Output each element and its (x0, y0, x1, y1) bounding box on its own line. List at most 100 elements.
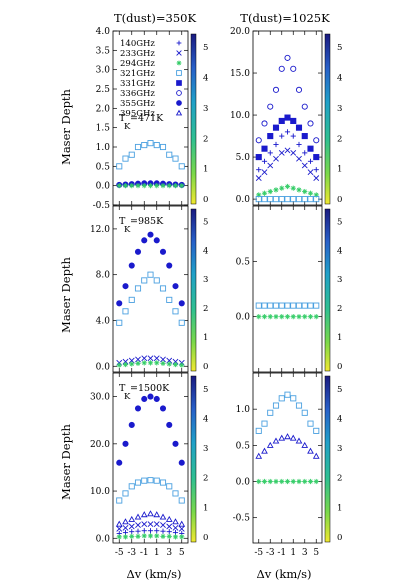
point-355GHz (159, 405, 167, 412)
colorbar (324, 208, 331, 372)
point-140GHz (307, 158, 314, 164)
colorbar-tick-label: 2 (337, 304, 342, 314)
point-294GHz (160, 533, 166, 539)
point-331GHz (284, 114, 291, 121)
point-321GHz (178, 319, 185, 326)
point-294GHz (122, 534, 129, 540)
point-140GHz (296, 141, 302, 148)
colorbar-tick-label: 3 (337, 275, 342, 285)
point-355GHz (153, 395, 160, 403)
point-355GHz (128, 262, 135, 269)
colorbar-tick-label: 5 (337, 217, 342, 227)
panel-frame (112, 372, 189, 544)
point-321GHz (147, 140, 154, 147)
legend-entry-label: 355GHz (120, 99, 155, 109)
point-321GHz (147, 477, 154, 484)
point-321GHz (159, 143, 167, 151)
point-395GHz (172, 518, 179, 525)
panel-frame (112, 205, 189, 373)
y-tick-label: 0.0 (236, 195, 251, 205)
point-336GHz (255, 137, 262, 144)
point-336GHz (301, 103, 308, 110)
y-tick-label: 1.5 (96, 124, 111, 134)
colorbar (324, 33, 331, 205)
point-294GHz (135, 183, 141, 189)
y-tick-label: -0.5 (233, 514, 251, 524)
tk-label: T (119, 113, 126, 124)
colorbar-tick-label: 2 (203, 304, 208, 314)
point-331GHz (307, 145, 314, 152)
point-355GHz (141, 237, 148, 244)
y-tick-label: 12.0 (90, 225, 110, 235)
point-331GHz (255, 154, 262, 161)
point-336GHz (307, 120, 314, 127)
colorbar-tick-label: 3 (337, 444, 342, 454)
point-233GHz (116, 525, 123, 532)
point-294GHz (135, 360, 141, 367)
panel-frame (252, 30, 323, 206)
point-294GHz (129, 533, 135, 539)
colorbar-tick-label: 5 (203, 217, 208, 227)
point-321GHz (128, 483, 135, 490)
point-355GHz (134, 248, 142, 255)
point-294GHz (307, 314, 314, 320)
point-294GHz (147, 533, 154, 539)
legend-marker-294GHz (176, 60, 182, 66)
point-321GHz (255, 196, 262, 203)
point-321GHz (284, 196, 291, 203)
point-355GHz (172, 440, 179, 447)
point-395GHz (289, 434, 297, 441)
legend-marker-355GHz (176, 100, 182, 106)
point-294GHz (154, 360, 160, 366)
point-294GHz (273, 314, 279, 320)
point-294GHz (256, 478, 262, 485)
point-395GHz (307, 447, 314, 454)
point-233GHz (301, 162, 308, 169)
point-294GHz (160, 360, 166, 367)
point-233GHz (122, 524, 129, 531)
point-321GHz (116, 497, 123, 504)
point-233GHz (273, 155, 279, 162)
point-140GHz (290, 133, 296, 139)
legend-entry-label: 321GHz (120, 69, 155, 79)
y-tick-label: 1.0 (236, 405, 251, 415)
point-233GHz (296, 155, 302, 162)
point-233GHz (160, 522, 166, 528)
point-321GHz (141, 277, 148, 284)
legend-marker-395GHz (175, 109, 183, 116)
point-233GHz (278, 149, 285, 156)
point-331GHz (261, 145, 268, 152)
x-tick-label: 1 (290, 548, 296, 558)
point-395GHz (278, 434, 286, 441)
point-294GHz (172, 361, 179, 368)
colorbar-tick-label: 0 (337, 362, 342, 372)
point-395GHz (255, 452, 263, 459)
y-tick-label: 0.0 (96, 182, 111, 192)
point-321GHz (278, 395, 285, 402)
y-tick-label: 20.0 (90, 440, 110, 450)
point-321GHz (172, 490, 179, 497)
point-294GHz (166, 533, 172, 539)
point-321GHz (255, 302, 262, 309)
y-tick-label: 5.0 (236, 153, 251, 163)
point-331GHz (272, 124, 280, 131)
point-321GHz (295, 302, 303, 309)
colorbar-tick-label: 0 (203, 362, 208, 372)
x-tick-label: 5 (313, 548, 319, 558)
x-tick-label: -3 (266, 548, 275, 558)
tk-value: =1500K (130, 383, 170, 394)
point-395GHz (128, 515, 136, 522)
panel-row1-col1: -0.5 0.0 0.5 1.0 1.5 2.0 2.5 3.0 3.5 4.0 0 1 2 3 4 5 TK=… (93, 27, 209, 211)
point-355GHz (153, 237, 160, 244)
point-294GHz (154, 183, 160, 189)
point-395GHz (295, 437, 303, 444)
point-233GHz (153, 355, 160, 362)
colorbar (190, 33, 197, 205)
point-321GHz (116, 163, 123, 170)
point-233GHz (307, 169, 314, 176)
point-321GHz (159, 479, 167, 486)
point-321GHz (128, 151, 135, 158)
y-tick-label: 0.0 (96, 362, 111, 372)
